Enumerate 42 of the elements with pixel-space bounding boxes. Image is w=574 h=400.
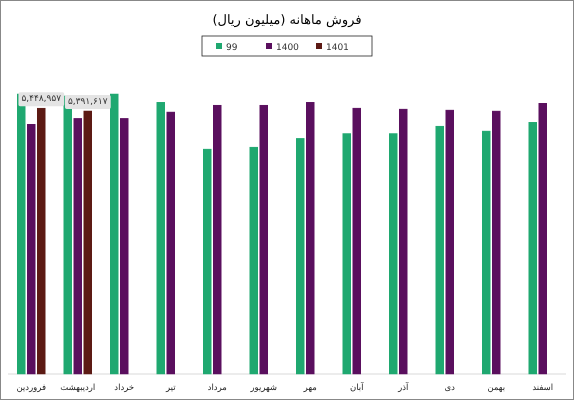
bar (213, 104, 222, 374)
x-tick-label: خرداد (114, 383, 134, 393)
bar (482, 130, 490, 374)
bar (120, 118, 128, 374)
bar (538, 103, 547, 374)
bar (37, 108, 46, 374)
bar (399, 108, 408, 374)
data-label: ۵,۴۴۸,۹۵۷ (21, 94, 62, 104)
bar (84, 110, 92, 374)
bar (352, 108, 361, 374)
bar (203, 148, 212, 374)
data-label: ۵,۳۹۱,۶۱۷ (68, 96, 108, 107)
x-tick-label: فروردین (16, 383, 46, 393)
bar (528, 122, 537, 374)
x-tick-label: مهر (302, 383, 317, 393)
x-tick-label: دی (444, 383, 456, 393)
x-tick-label: بهمن (487, 383, 506, 393)
bar (306, 102, 314, 374)
bar (436, 126, 444, 374)
bar (389, 133, 398, 374)
bar (250, 146, 258, 374)
x-tick-label: مرداد (208, 383, 227, 393)
bar (446, 110, 454, 374)
bar (110, 94, 118, 374)
x-tick-label: آذر (397, 382, 410, 393)
bar (156, 102, 165, 374)
bar (492, 110, 500, 374)
x-tick-label: شهریور (249, 383, 278, 393)
x-tick-label: تیر (164, 383, 176, 393)
legend-label: 99 (226, 43, 238, 53)
bar (27, 124, 36, 374)
bar (74, 118, 82, 374)
x-tick-label: اردیبهشت (60, 383, 96, 393)
bar (296, 138, 304, 374)
x-tick-label: آبان (350, 382, 364, 393)
bar (342, 133, 351, 374)
legend-label: 1400 (276, 43, 300, 53)
bar (166, 112, 175, 374)
chart-title: فروش ماهانه (میلیون ریال) (212, 13, 362, 28)
legend-label: 1401 (326, 43, 349, 53)
x-tick-label: اسفند (532, 383, 554, 393)
bar (260, 104, 268, 374)
